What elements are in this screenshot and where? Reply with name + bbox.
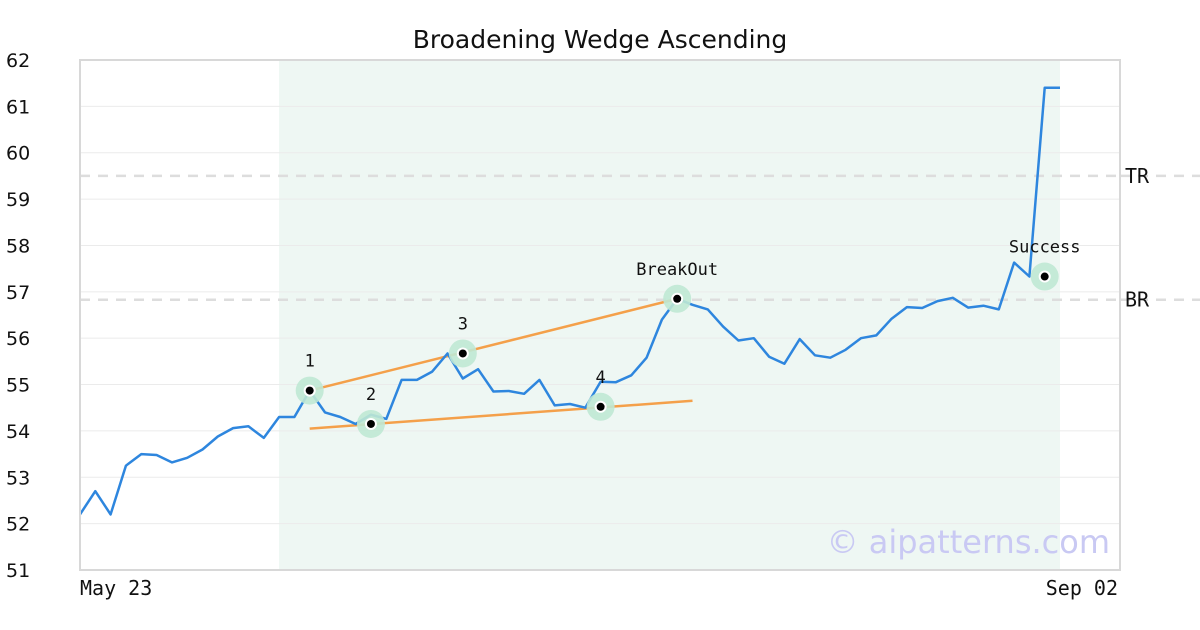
y-tick-label: 58 xyxy=(6,235,30,257)
y-tick-label: 51 xyxy=(6,560,30,582)
point-marker-4 xyxy=(596,402,605,411)
y-tick-label: 57 xyxy=(6,282,30,304)
pattern-points: 1 2 3 4 BreakOut Success xyxy=(295,238,1081,438)
y-tick-label: 56 xyxy=(6,328,30,350)
point-label-1: 1 xyxy=(305,352,315,372)
plot-frame xyxy=(79,59,1121,571)
y-tick-label: 52 xyxy=(6,514,30,536)
y-tick-label: 53 xyxy=(6,467,30,489)
point-label-4: 4 xyxy=(596,368,606,388)
x-tick-label: Sep 02 xyxy=(1046,576,1118,600)
point-marker-1 xyxy=(305,386,314,395)
price-line xyxy=(78,86,1060,516)
y-tick-label: 59 xyxy=(6,189,30,211)
chart-title: Broadening Wedge Ascending xyxy=(413,25,788,54)
highlight-region xyxy=(279,60,1060,570)
y-tick-label: 54 xyxy=(6,421,30,443)
point-label-breakout: BreakOut xyxy=(636,260,718,280)
y-tick-label: 61 xyxy=(6,96,30,118)
point-label-3: 3 xyxy=(458,314,468,334)
price-series xyxy=(78,86,1060,516)
y-tick-label: 62 xyxy=(6,50,30,72)
x-axis-ticks: May 23 Sep 02 xyxy=(80,576,1118,600)
level-label-br: BR xyxy=(1125,288,1150,312)
point-label-success: Success xyxy=(1009,238,1081,258)
y-axis-ticks: 51 52 53 54 55 56 57 58 59 60 61 62 xyxy=(6,50,30,582)
point-marker-3 xyxy=(458,349,467,358)
point-marker-2 xyxy=(366,419,375,428)
x-tick-label: May 23 xyxy=(80,576,152,600)
point-label-2: 2 xyxy=(366,385,376,405)
trend-line-1 xyxy=(309,297,678,392)
y-tick-label: 60 xyxy=(6,143,30,165)
y-tick-label: 55 xyxy=(6,375,30,397)
point-marker-success xyxy=(1040,272,1049,281)
watermark: © aipatterns.com xyxy=(827,523,1110,561)
point-marker-breakout xyxy=(673,294,682,303)
level-label-tr: TR xyxy=(1125,164,1150,188)
shaded-region xyxy=(279,60,1060,570)
